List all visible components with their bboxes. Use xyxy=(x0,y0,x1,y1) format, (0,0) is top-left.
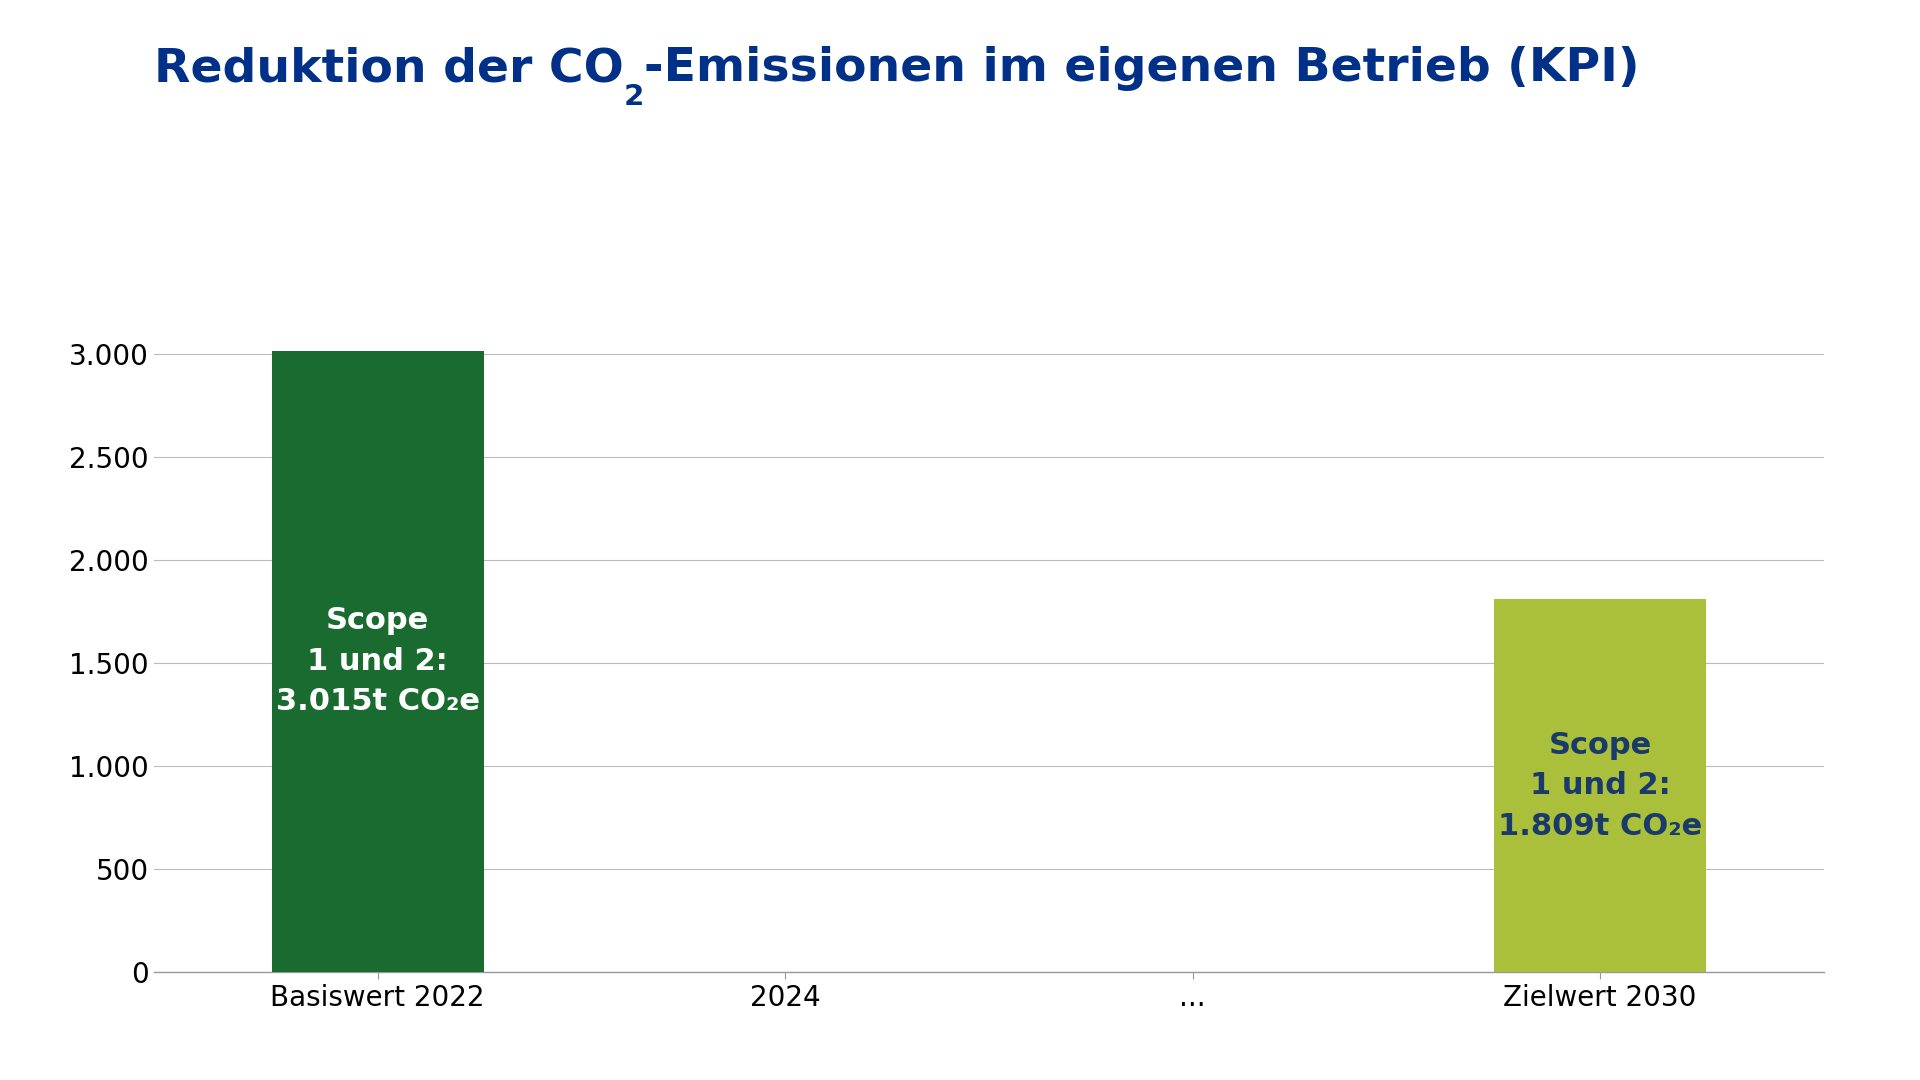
Text: Scope
1 und 2:
3.015t CO₂e: Scope 1 und 2: 3.015t CO₂e xyxy=(276,606,480,716)
Text: Reduktion der CO: Reduktion der CO xyxy=(154,46,624,91)
Text: -Emissionen im eigenen Betrieb (KPI): -Emissionen im eigenen Betrieb (KPI) xyxy=(643,46,1640,91)
Text: Scope
1 und 2:
1.809t CO₂e: Scope 1 und 2: 1.809t CO₂e xyxy=(1498,731,1701,840)
Bar xyxy=(1494,599,1705,972)
Text: 2: 2 xyxy=(624,83,643,111)
Bar xyxy=(273,351,484,972)
